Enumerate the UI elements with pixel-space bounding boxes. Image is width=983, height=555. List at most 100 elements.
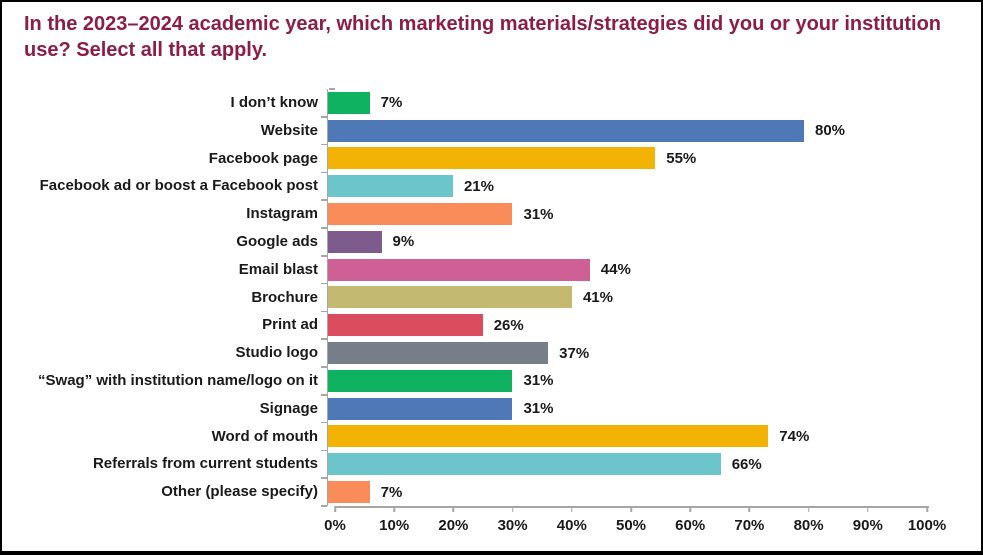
bar: [328, 119, 804, 142]
value-label: 41%: [582, 288, 613, 306]
bar: [328, 147, 656, 170]
bar-row: Facebook ad or boost a Facebook post 21%: [2, 172, 981, 201]
x-axis-tick-label: 80%: [793, 517, 824, 534]
value-label: 9%: [392, 233, 415, 251]
bar-row: Other (please specify) 7%: [2, 478, 981, 507]
x-axis-tick-label: 50%: [615, 517, 647, 534]
bar: [328, 369, 513, 392]
x-axis-tick-label: 0%: [324, 517, 346, 534]
bar-row: Google ads 9%: [2, 227, 981, 257]
value-label: 37%: [559, 344, 590, 362]
bar: [328, 230, 382, 253]
bar-track: 41%: [320, 283, 923, 312]
plot-area: I don’t know 7% Website 80% Facebook page 55%…: [2, 88, 981, 507]
value-label: 21%: [463, 177, 494, 195]
bar-row: I don’t know 7%: [2, 89, 981, 118]
x-axis-tick: [748, 506, 751, 512]
x-axis-line: [335, 506, 929, 508]
category-label: Signage: [259, 399, 318, 417]
bar: [328, 286, 572, 309]
bar-row: Website 80%: [2, 116, 981, 146]
category-label: Instagram: [246, 205, 318, 223]
x-axis-tick-label: 20%: [438, 517, 469, 534]
category-label: Facebook page: [208, 149, 318, 167]
bar-track: 80%: [320, 116, 923, 146]
bar: [328, 481, 370, 504]
bar-row: Brochure 41%: [2, 283, 981, 312]
x-axis-tick-label: 90%: [852, 517, 883, 534]
x-axis-tick: [511, 506, 514, 512]
x-axis-tick-label: 10%: [379, 517, 410, 534]
value-label: 66%: [731, 455, 762, 473]
bar: [328, 342, 549, 365]
x-axis-tick: [571, 506, 573, 512]
x-axis-tick: [452, 506, 455, 512]
x-axis-tick-label: 100%: [907, 517, 947, 534]
bar: [328, 425, 769, 448]
x-axis-tick-label: 70%: [734, 517, 765, 534]
bar-track: 9%: [320, 227, 923, 257]
bar-track: 31%: [320, 366, 923, 396]
value-label: 74%: [779, 427, 810, 445]
value-label: 31%: [523, 400, 554, 418]
bar-track: 55%: [320, 144, 923, 173]
bar: [328, 203, 513, 226]
value-label: 31%: [523, 205, 554, 223]
bar-track: 66%: [320, 450, 923, 479]
bar-row: Facebook page 55%: [2, 144, 981, 173]
bar-track: 26%: [320, 311, 923, 340]
bar-track: 37%: [320, 339, 923, 368]
category-label: Facebook ad or boost a Facebook post: [39, 177, 318, 195]
x-axis: 0% 10% 20% 30% 40% 50% 60% 70% 80% 90% 100%: [324, 506, 946, 548]
bar-row: Referrals from current students 66%: [2, 450, 981, 479]
bar-track: 31%: [320, 200, 923, 229]
bar: [328, 397, 513, 420]
value-label: 44%: [600, 261, 631, 279]
value-label: 7%: [380, 483, 403, 501]
x-axis-tick: [867, 506, 869, 512]
bar-row: Word of mouth 74%: [2, 422, 981, 451]
category-label: “Swag” with institution name/logo on it: [38, 371, 318, 389]
x-axis-tick-label: 40%: [556, 517, 587, 534]
bar-row: “Swag” with institution name/logo on it 3…: [2, 366, 981, 396]
x-axis-tick: [689, 506, 691, 512]
bar-row: Studio logo 37%: [2, 339, 981, 368]
x-axis-tick: [630, 506, 632, 512]
category-label: Other (please specify): [161, 483, 318, 501]
value-label: 26%: [493, 316, 524, 334]
bar-track: 74%: [320, 422, 923, 451]
bar-row: Email blast 44%: [2, 255, 981, 285]
bar-track: 44%: [320, 255, 923, 285]
bar: [328, 175, 453, 198]
x-axis-tick-label: 60%: [675, 517, 706, 534]
category-label: Website: [260, 121, 318, 139]
category-label: Referrals from current students: [92, 455, 318, 473]
x-axis-tick: [393, 506, 395, 512]
chart-title: In the 2023–2024 academic year, which ma…: [24, 13, 942, 62]
category-label: Brochure: [251, 288, 318, 306]
bar-track: 7%: [320, 89, 923, 118]
category-label: Word of mouth: [211, 427, 318, 445]
value-label: 31%: [523, 372, 554, 390]
bar: [328, 91, 370, 114]
bar: [328, 314, 483, 337]
value-label: 55%: [666, 149, 697, 167]
x-axis-tick-label: 30%: [497, 517, 528, 534]
category-label: Studio logo: [235, 344, 318, 362]
category-label: Print ad: [262, 316, 318, 334]
category-label: I don’t know: [230, 94, 319, 111]
category-label: Google ads: [236, 232, 318, 250]
bar-track: 31%: [320, 394, 923, 424]
bar-row: Print ad 26%: [2, 311, 981, 340]
bar-track: 21%: [320, 172, 923, 201]
value-label: 80%: [815, 122, 846, 140]
bar-track: 7%: [320, 478, 923, 507]
value-label: 7%: [380, 94, 403, 112]
bar: [328, 258, 590, 281]
x-axis-tick: [334, 506, 336, 512]
bar: [328, 453, 721, 476]
bar-row: Signage 31%: [2, 394, 981, 424]
x-axis-tick: [807, 506, 810, 512]
x-axis-tick: [926, 506, 928, 512]
